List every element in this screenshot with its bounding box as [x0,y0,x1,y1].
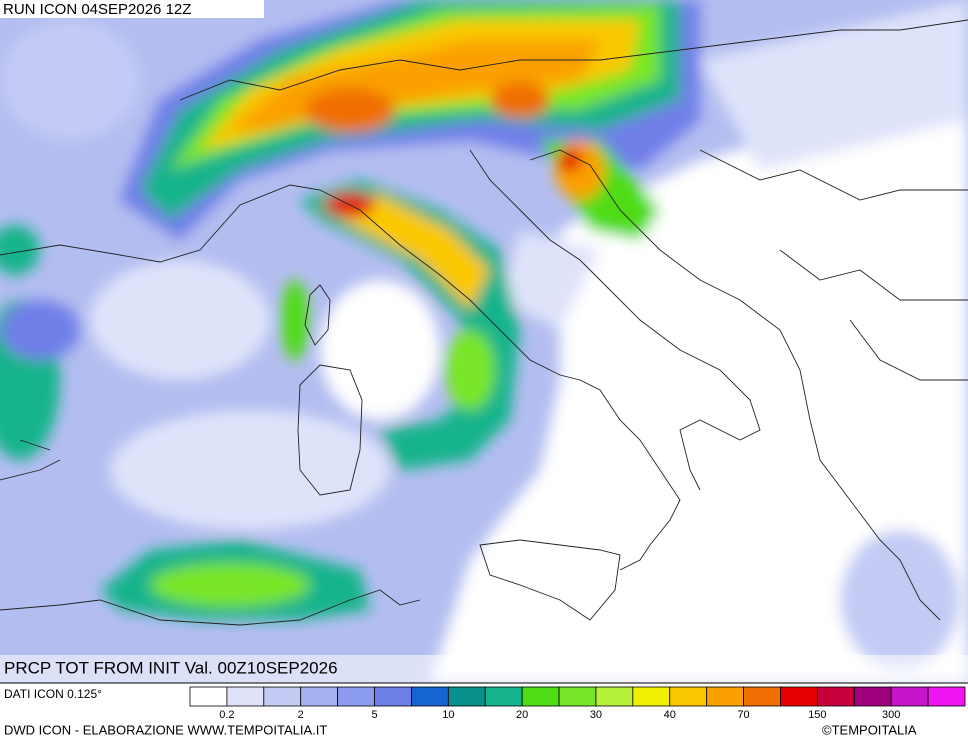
legend-tick-label: 20 [516,709,528,721]
legend-tick-label: 30 [590,709,602,721]
run-label-bg [0,0,264,18]
precip-field [0,0,968,683]
data-source: DATI ICON 0.125° [4,687,102,701]
legend-tick-label: 2 [298,709,304,721]
legend-swatch [890,686,929,707]
run-label: RUN ICON 04SEP2026 12Z [3,1,191,18]
legend-tick-label: 5 [371,709,377,721]
legend-swatch [263,686,302,707]
map-title: PRCP TOT FROM INIT Val. 00Z10SEP2026 [4,658,338,677]
legend-swatch [558,686,597,707]
legend-swatch [374,686,412,707]
legend-swatch [521,686,560,707]
legend-swatch [706,686,744,707]
legend-swatch [226,686,265,707]
footer-copyright: ©TEMPOITALIA [822,722,917,737]
legend-swatch [743,686,781,707]
legend-swatch [447,686,486,707]
legend-tick-label: 10 [442,709,454,721]
legend-swatch [411,686,449,707]
legend-swatch [669,686,708,707]
title-bg [0,655,968,683]
legend-swatch [484,686,523,707]
legend-swatch [337,686,375,707]
legend-tick-label: 150 [808,709,826,721]
legend-tick-label: 70 [737,709,749,721]
legend-swatch [595,686,634,707]
legend: 0.2 2 5 10 20 30 40 70 150 300 [189,686,966,721]
legend-tick-label: 300 [882,709,900,721]
legend-swatch [816,686,855,707]
footer-credit: DWD ICON - ELABORAZIONE WWW.TEMPOITALIA.… [4,722,327,737]
legend-swatch [189,686,228,707]
legend-tick-label: 40 [664,709,676,721]
legend-tick-label: 0.2 [219,709,234,721]
legend-swatch [300,686,339,707]
legend-swatch [632,686,671,707]
legend-swatch [927,686,966,707]
legend-swatch [853,686,892,707]
legend-swatch [780,686,818,707]
